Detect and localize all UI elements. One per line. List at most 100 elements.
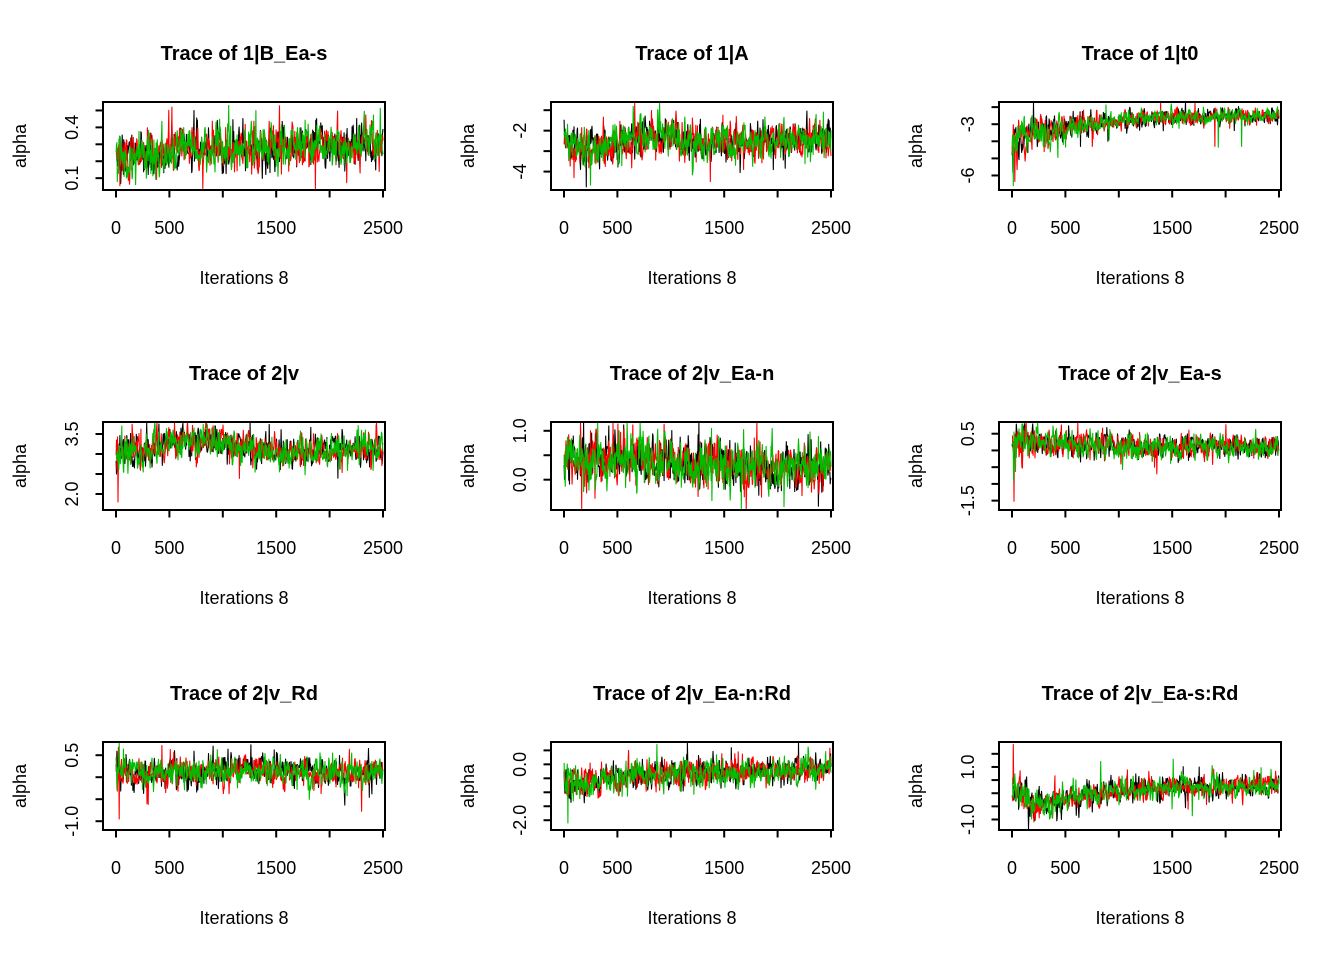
- trace-line-chain-3: [563, 422, 832, 510]
- trace-panel-svg: Trace of 1|t0 alpha Iterations 8 0 500 1500 25…: [906, 43, 1299, 288]
- plot-box: [998, 741, 1282, 831]
- plot-box: [998, 421, 1282, 511]
- trace-panel-svg: Trace of 1|A alpha Iterations 8 0 500 1500 250…: [458, 43, 851, 288]
- trace-line-chain-2: [115, 105, 384, 190]
- trace-line-chain-3: [1011, 422, 1280, 482]
- x-axis-label: Iterations 8: [1095, 268, 1184, 288]
- x-tick-label: 2500: [1259, 858, 1299, 878]
- x-tick-label: 2500: [811, 858, 851, 878]
- x-axis-label: Iterations 8: [647, 588, 736, 608]
- y-tick-label: 0.1: [62, 166, 82, 191]
- trace-panel-3: Trace of 1|t0 alpha Iterations 8 0 500 1500 25…: [896, 0, 1344, 320]
- x-axis-label: Iterations 8: [647, 268, 736, 288]
- y-tick-label: 0.0: [510, 467, 530, 492]
- trace-panel-6: Trace of 2|v_Ea-s alpha Iterations 8 0 500 15…: [896, 320, 1344, 640]
- plot-box: [550, 421, 834, 511]
- y-tick-label: -1.0: [62, 806, 82, 837]
- y-axis-label: alpha: [458, 443, 478, 488]
- x-tick-label: 0: [111, 538, 121, 558]
- trace-panel-4: Trace of 2|v alpha Iterations 8 0 500 1500 250…: [0, 320, 448, 640]
- y-tick-label: -2.0: [510, 805, 530, 836]
- y-axis-label: alpha: [458, 763, 478, 808]
- panel-title: Trace of 1|t0: [1082, 43, 1199, 65]
- x-tick-label: 0: [111, 218, 121, 238]
- trace-line-chain-2: [1011, 422, 1280, 502]
- trace-line-chain-3: [115, 742, 384, 800]
- x-tick-label: 2500: [811, 218, 851, 238]
- x-tick-label: 1500: [704, 858, 744, 878]
- plot-box: [998, 101, 1282, 191]
- x-tick-label: 1500: [1152, 858, 1192, 878]
- plot-box: [102, 101, 386, 191]
- x-tick-label: 1500: [256, 218, 296, 238]
- trace-line-chain-2: [1011, 744, 1280, 823]
- panel-title: Trace of 2|v_Rd: [170, 683, 318, 705]
- x-tick-label: 500: [602, 858, 632, 878]
- trace-line-chain-3: [115, 422, 384, 476]
- x-tick-label: 2500: [363, 538, 403, 558]
- y-tick-label: 1.0: [510, 418, 530, 443]
- x-tick-label: 0: [111, 858, 121, 878]
- y-axis-label: alpha: [10, 763, 30, 808]
- panel-title: Trace of 2|v_Ea-n: [610, 363, 775, 385]
- x-tick-label: 1500: [704, 538, 744, 558]
- x-tick-label: 2500: [363, 858, 403, 878]
- y-axis-label: alpha: [10, 123, 30, 168]
- x-tick-label: 500: [154, 858, 184, 878]
- x-tick-label: 2500: [811, 538, 851, 558]
- x-tick-label: 0: [559, 858, 569, 878]
- plot-box: [550, 741, 834, 831]
- plot-box: [550, 101, 834, 191]
- y-tick-label: 0.0: [510, 752, 530, 777]
- x-tick-label: 1500: [704, 218, 744, 238]
- panel-title: Trace of 2|v: [189, 363, 300, 385]
- x-tick-label: 1500: [256, 538, 296, 558]
- y-tick-label: -6: [958, 167, 978, 183]
- y-axis-label: alpha: [10, 443, 30, 488]
- trace-line-chain-3: [563, 744, 832, 824]
- trace-panel-5: Trace of 2|v_Ea-n alpha Iterations 8 0 500 15…: [448, 320, 896, 640]
- y-axis-label: alpha: [906, 443, 926, 488]
- x-tick-label: 500: [1050, 858, 1080, 878]
- x-axis-label: Iterations 8: [1095, 588, 1184, 608]
- y-tick-label: -4: [510, 164, 530, 180]
- trace-line-chain-1: [563, 422, 832, 507]
- x-tick-label: 0: [1007, 218, 1017, 238]
- trace-line-chain-3: [1011, 758, 1280, 820]
- x-tick-label: 0: [1007, 538, 1017, 558]
- y-tick-label: 0.5: [62, 743, 82, 768]
- x-tick-label: 500: [1050, 218, 1080, 238]
- x-tick-label: 0: [559, 538, 569, 558]
- y-tick-label: 1.0: [958, 754, 978, 779]
- y-axis-label: alpha: [458, 123, 478, 168]
- panel-title: Trace of 2|v_Ea-s: [1058, 363, 1221, 385]
- trace-line-chain-3: [1011, 103, 1280, 187]
- x-axis-label: Iterations 8: [199, 588, 288, 608]
- y-tick-label: 0.5: [958, 421, 978, 446]
- x-tick-label: 2500: [363, 218, 403, 238]
- x-tick-label: 0: [559, 218, 569, 238]
- x-tick-label: 500: [1050, 538, 1080, 558]
- y-tick-label: -2: [510, 123, 530, 139]
- trace-line-chain-3: [115, 104, 384, 186]
- y-tick-label: 3.5: [62, 421, 82, 446]
- trace-panel-8: Trace of 2|v_Ea-n:Rd alpha Iterations 8 0 50…: [448, 640, 896, 960]
- y-axis-label: alpha: [906, 763, 926, 808]
- trace-panel-2: Trace of 1|A alpha Iterations 8 0 500 1500 250…: [448, 0, 896, 320]
- y-tick-label: 2.0: [62, 481, 82, 506]
- x-axis-label: Iterations 8: [647, 908, 736, 928]
- panel-title: Trace of 2|v_Ea-s:Rd: [1042, 683, 1239, 705]
- x-tick-label: 2500: [1259, 538, 1299, 558]
- plot-box: [102, 741, 386, 831]
- trace-panel-9: Trace of 2|v_Ea-s:Rd alpha Iterations 8 0 50…: [896, 640, 1344, 960]
- y-tick-label: -1.0: [958, 804, 978, 835]
- x-tick-label: 500: [602, 218, 632, 238]
- x-tick-label: 1500: [256, 858, 296, 878]
- x-tick-label: 500: [154, 538, 184, 558]
